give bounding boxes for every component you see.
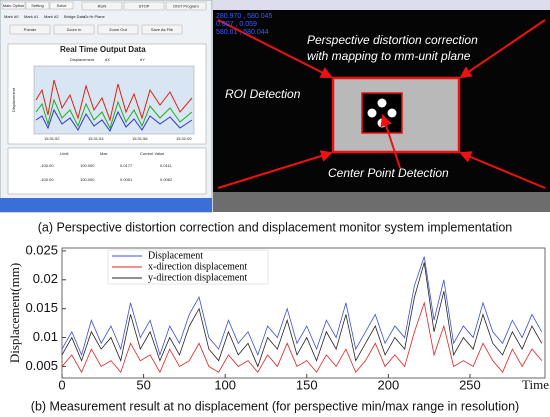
y-tick-label: 0.01 xyxy=(33,329,58,344)
overlay-coord: 0.007 , 0.059 xyxy=(216,21,257,28)
x-tick-label: 50 xyxy=(136,377,150,392)
table-header: Limit xyxy=(60,151,69,156)
camera-titlebar xyxy=(213,0,550,10)
table-cell: -100.00 xyxy=(40,177,54,182)
button xyxy=(123,1,165,11)
mini-time: 15:31:52 xyxy=(44,136,60,141)
series-line xyxy=(61,256,543,357)
marker-dot xyxy=(387,108,397,118)
button xyxy=(165,1,207,11)
y-tick-label: 0.005 xyxy=(25,358,58,373)
tool-label: Zoom Out xyxy=(109,27,128,32)
table-cell: 0.0177 xyxy=(120,163,133,168)
tool-label: Save As File xyxy=(151,27,174,32)
mini-ylabel: Displacement xyxy=(11,87,16,112)
legend-label: x-direction displacement xyxy=(148,261,247,272)
tool-button xyxy=(97,24,139,35)
tool-button xyxy=(141,24,183,35)
annotation: ROI Detection xyxy=(225,87,301,101)
arrows xyxy=(217,19,546,189)
mini-line xyxy=(35,108,193,133)
table-cell: 0.0062 xyxy=(160,177,173,182)
x-tick-label: 100 xyxy=(214,377,236,392)
subtab-label: Mark #2 xyxy=(44,14,59,19)
x-tick-label: 0 xyxy=(58,377,65,392)
table-cell: 100.000 xyxy=(80,163,95,168)
table-header: Max xyxy=(100,151,108,156)
subtab-label: Mark #0 xyxy=(4,14,19,19)
y-tick-label: 0.025 xyxy=(25,242,58,257)
x-tick-label: 250 xyxy=(459,377,481,392)
camera-floor xyxy=(213,192,550,212)
annotation: with mapping to mm-unit plane xyxy=(307,49,471,63)
caption: (b) Measurement result at no displacemen… xyxy=(31,399,519,413)
mini-line xyxy=(35,98,193,130)
tab xyxy=(25,1,50,10)
mini-time: 15:31:54 xyxy=(88,136,104,141)
subtab-label: Gr.Hr.Plane xyxy=(84,14,105,19)
button-label: RUN xyxy=(98,3,107,8)
value-table xyxy=(7,147,207,195)
mini-legend: dX xyxy=(105,57,110,62)
table-cell: 0.0051 xyxy=(120,177,133,182)
tool-label: Zoom In xyxy=(67,27,82,32)
button-label: STOP xyxy=(139,3,150,8)
mini-title: Real Time Output Data xyxy=(60,45,146,54)
tab-label: Setting xyxy=(31,3,43,8)
tab xyxy=(1,1,26,10)
tab-label: Solve xyxy=(56,3,67,8)
x-tick-label: 150 xyxy=(296,377,318,392)
tool-label: Pointer xyxy=(24,27,37,32)
x-tick-label: 200 xyxy=(377,377,399,392)
mini-legend: Displacement xyxy=(70,57,95,62)
tool-button xyxy=(53,24,95,35)
status-bar xyxy=(0,198,212,212)
series-line xyxy=(61,262,543,368)
mini-legend: dY xyxy=(140,57,145,62)
button xyxy=(81,1,123,11)
table-cell: 0.0111 xyxy=(160,163,172,168)
table-cell: -100.00 xyxy=(40,163,54,168)
mini-time: 15:32:00 xyxy=(176,136,192,141)
mini-time: 15:31:56 xyxy=(132,136,148,141)
tab xyxy=(49,1,74,10)
table-header: Current Value xyxy=(140,151,165,156)
overlay-coord: 580.01 , 580.044 xyxy=(216,29,269,36)
annotation: Center Point Detection xyxy=(328,166,449,180)
table-cell: 100.000 xyxy=(80,177,95,182)
x-axis-label: Time xyxy=(522,377,549,392)
mini-line xyxy=(35,79,193,122)
legend-label: Displacement xyxy=(148,250,203,261)
annotation: Perspective distortion correction xyxy=(307,33,478,47)
subtab-label: Mark #1 xyxy=(24,14,39,19)
caption: (a) Perspective distortion correction an… xyxy=(38,220,513,234)
y-tick-label: 0.02 xyxy=(33,271,58,286)
overlay-coord: 280.970 , 580.045 xyxy=(216,13,273,20)
button-label: DIST Program xyxy=(173,3,199,8)
subtab-label: Bridge Data xyxy=(64,14,86,19)
tab-label: Main Option xyxy=(3,3,25,8)
tool-button xyxy=(9,24,51,35)
series-line xyxy=(61,301,543,374)
y-tick-label: 0.015 xyxy=(25,300,58,315)
legend-label: y-direction displacement xyxy=(148,272,247,283)
marker-dot xyxy=(377,98,387,108)
y-axis-label: Displacement(mm) xyxy=(7,263,22,363)
marker-dot xyxy=(367,108,377,118)
